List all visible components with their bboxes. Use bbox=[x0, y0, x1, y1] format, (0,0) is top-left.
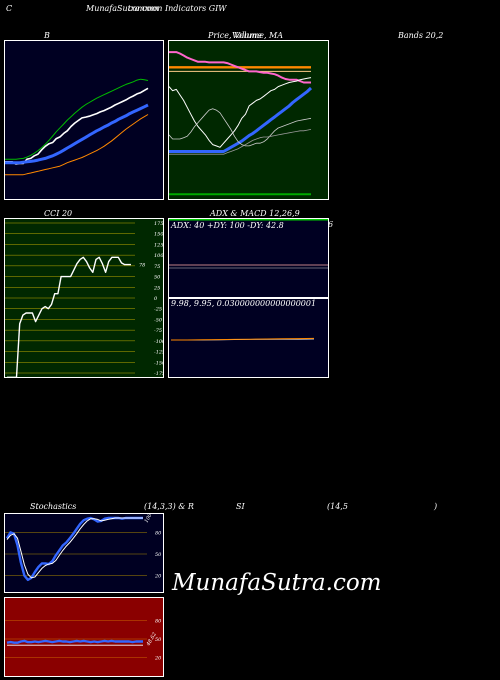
label-bands: Bands 20,2 bbox=[398, 31, 444, 40]
rsi-tick-label: 20 bbox=[154, 656, 162, 662]
cci-tick-label: 25 bbox=[153, 285, 160, 291]
stoch-tick-label: 50 bbox=[155, 552, 162, 558]
bollinger-panel bbox=[4, 40, 164, 200]
label-rsi-close: ) bbox=[434, 502, 438, 511]
cci-tick-label: 0 bbox=[154, 296, 158, 302]
stoch-last-label: 100 bbox=[144, 514, 154, 524]
price-close-line bbox=[169, 77, 312, 148]
label-stoch-params: (14,3,3) & R bbox=[144, 502, 194, 511]
cci-tick-label: -75 bbox=[154, 328, 162, 334]
cci-tick-label: -25 bbox=[154, 307, 162, 313]
label-cci: CCI 20 bbox=[44, 209, 73, 218]
bollinger-lower-line bbox=[5, 114, 149, 176]
macd-values-text: 9.98, 9.95, 0.030000000000000001 bbox=[171, 299, 317, 308]
bollinger-middle-line bbox=[5, 103, 149, 165]
cci-panel: 175 150 125 100 75 50 25 0 -25 -50 -75 -100 -125 -150… bbox=[4, 218, 164, 378]
header-site-title[interactable]: MunafaSutra.com bbox=[86, 4, 159, 13]
adx-panel: ADX: 40 +DY: 100 -DY: 42.8 bbox=[168, 218, 329, 298]
adx-chart bbox=[169, 219, 328, 269]
stoch-d-line bbox=[6, 517, 143, 579]
macd-panel: 9.98, 9.95, 0.030000000000000001 bbox=[168, 298, 329, 378]
label-adx-macd: ADX & MACD 12,26,9 bbox=[210, 209, 300, 218]
adx-values-text: ADX: 40 +DY: 100 -DY: 42.8 bbox=[171, 221, 284, 230]
rsi-tick-label: 80 bbox=[155, 618, 162, 624]
cci-last-label: 78 bbox=[139, 263, 145, 269]
price-ma-blue-line bbox=[169, 86, 313, 153]
price-ma-pink-line bbox=[169, 51, 311, 84]
header-c: C bbox=[6, 4, 13, 13]
label-volume: Volume bbox=[232, 31, 262, 40]
rsi-panel: 80 50 20 48.62 bbox=[4, 597, 164, 677]
cci-chart: 175 150 125 100 75 50 25 0 -25 -50 -75 -100 -125 -150… bbox=[5, 221, 163, 377]
bollinger-price-line bbox=[5, 87, 149, 165]
label-price-ma: Price, Volume, MA bbox=[208, 31, 284, 40]
cci-tick-label: -100 bbox=[154, 339, 163, 345]
bollinger-upper-line bbox=[5, 78, 149, 160]
macd-chart bbox=[171, 337, 315, 341]
price-ma-dim-line bbox=[169, 129, 312, 155]
header-overlap-title: common Indicators GIW bbox=[128, 4, 227, 13]
price-ma-grey-line bbox=[169, 108, 312, 147]
rsi-line bbox=[6, 639, 143, 644]
macd-line bbox=[171, 337, 315, 341]
cci-tick-label: 75 bbox=[154, 264, 160, 270]
cci-tick-label: -50 bbox=[154, 317, 163, 323]
cci-tick-label: -150 bbox=[154, 360, 163, 366]
stoch-tick-label: 20 bbox=[154, 574, 162, 580]
cci-tick-label: -125 bbox=[154, 350, 163, 356]
cci-tick-label: 50 bbox=[154, 275, 161, 281]
label-rsi-params: (14,5 bbox=[327, 502, 348, 511]
label-adx-macd-tail: 6 bbox=[328, 220, 334, 229]
cci-tick-label: 175 bbox=[154, 221, 163, 227]
cci-tick-label: 100 bbox=[154, 253, 163, 259]
price-panel bbox=[168, 40, 329, 200]
watermark: MunafaSutra.com bbox=[172, 570, 382, 596]
cci-tick-label: -175 bbox=[154, 371, 163, 377]
label-b: B bbox=[44, 31, 50, 40]
cci-tick-label: 125 bbox=[154, 242, 163, 248]
stoch-tick-label: 80 bbox=[155, 530, 162, 536]
label-si: SI bbox=[236, 502, 245, 511]
label-stochastics: Stochastics bbox=[30, 502, 77, 511]
price-chart bbox=[169, 51, 313, 196]
cci-tick-label: 150 bbox=[154, 232, 163, 238]
stoch-chart: 80 50 20 100 bbox=[5, 514, 162, 582]
rsi-tick-label: 50 bbox=[155, 637, 162, 643]
bollinger-chart bbox=[5, 78, 149, 176]
stoch-k-line bbox=[5, 516, 143, 582]
stoch-panel: 80 50 20 100 bbox=[4, 513, 164, 593]
cci-line bbox=[7, 256, 131, 377]
